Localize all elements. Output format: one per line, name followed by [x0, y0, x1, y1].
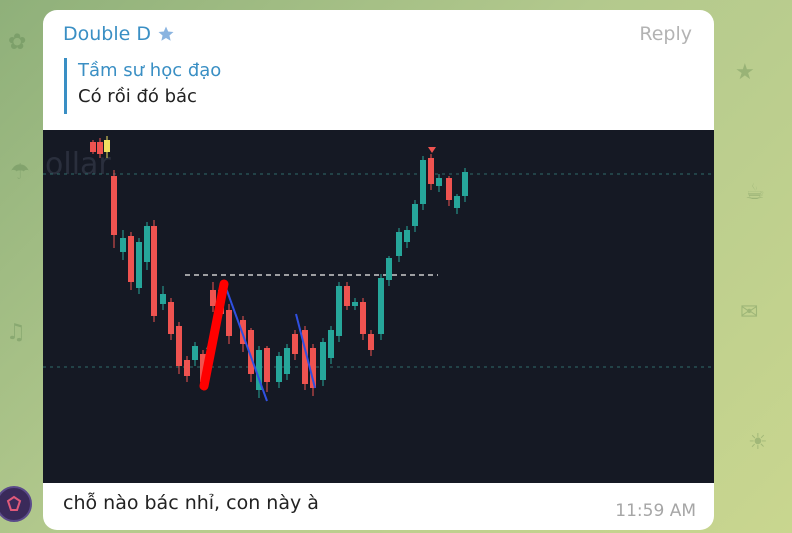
candle-body	[276, 356, 282, 382]
candle-body	[302, 330, 308, 384]
star-icon	[158, 26, 174, 41]
quote-author: Tầm sư học đạo	[78, 60, 222, 81]
candle-body	[328, 330, 334, 358]
message-bubble[interactable]: Double D Reply Tầm sư học đạo Có rồi đó …	[43, 10, 714, 530]
wallpaper-doodle: ☂	[10, 160, 30, 185]
quote-text: Có rồi đó bác	[78, 86, 197, 107]
chart-image[interactable]: ollar	[43, 130, 714, 483]
candle-body	[412, 204, 418, 226]
wallpaper-doodle: ☀	[748, 430, 768, 455]
candle-body	[111, 176, 117, 235]
drawn-mark	[199, 279, 229, 391]
candle-body	[320, 342, 326, 380]
candle-body	[396, 232, 402, 256]
candle-body	[454, 196, 460, 208]
candles	[90, 136, 468, 398]
avatar-icon	[6, 495, 22, 511]
candle-body	[184, 360, 190, 376]
candle-body	[151, 226, 157, 316]
wallpaper-doodle: ♫	[6, 320, 26, 345]
candle-body	[284, 348, 290, 374]
avatar[interactable]	[0, 486, 32, 522]
sell-marker	[428, 147, 436, 153]
candle-body	[168, 302, 174, 334]
candle-body	[104, 140, 110, 152]
candle-body	[292, 334, 298, 354]
wallpaper-doodle: ★	[735, 60, 755, 85]
candlestick-chart: ollar	[43, 136, 714, 402]
reply-button[interactable]: Reply	[639, 23, 692, 45]
candle-body	[136, 242, 142, 288]
candle-body	[360, 302, 366, 334]
wallpaper-doodle: ✉	[740, 300, 759, 325]
candle-body	[352, 302, 358, 306]
wallpaper-doodle: ☕	[745, 180, 765, 205]
candle-body	[264, 348, 270, 382]
candle-body	[210, 290, 216, 306]
candle-body	[120, 238, 126, 252]
candle-body	[420, 160, 426, 204]
sender[interactable]: Double D	[63, 23, 175, 45]
candle-body	[336, 286, 342, 336]
candle-body	[378, 278, 384, 334]
message-time: 11:59 AM	[615, 501, 696, 521]
candle-body	[368, 334, 374, 350]
trend-line-1	[225, 287, 268, 402]
candle-body	[256, 350, 262, 390]
candle-body	[310, 348, 316, 388]
candle-body	[428, 158, 434, 184]
trend-line-2	[295, 313, 316, 389]
candle-body	[344, 286, 350, 306]
wallpaper-doodle: ✿	[8, 30, 27, 55]
reply-quote[interactable]: Tầm sư học đạo Có rồi đó bác	[64, 58, 221, 114]
candle-body	[248, 330, 254, 374]
candle-body	[160, 294, 166, 304]
message-text: chỗ nào bác nhỉ, con này à	[63, 492, 319, 514]
candle-body	[192, 346, 198, 360]
candle-body	[97, 142, 103, 154]
candle-body	[176, 326, 182, 366]
candle-body	[404, 230, 410, 242]
sender-name[interactable]: Double D	[63, 23, 151, 45]
candle-body	[144, 226, 150, 262]
candle-body	[128, 236, 134, 282]
candle-body	[462, 172, 468, 196]
candle-body	[90, 142, 96, 152]
candle-body	[226, 310, 232, 336]
candle-body	[446, 178, 452, 200]
candle-body	[436, 178, 442, 186]
candle-body	[386, 258, 392, 280]
